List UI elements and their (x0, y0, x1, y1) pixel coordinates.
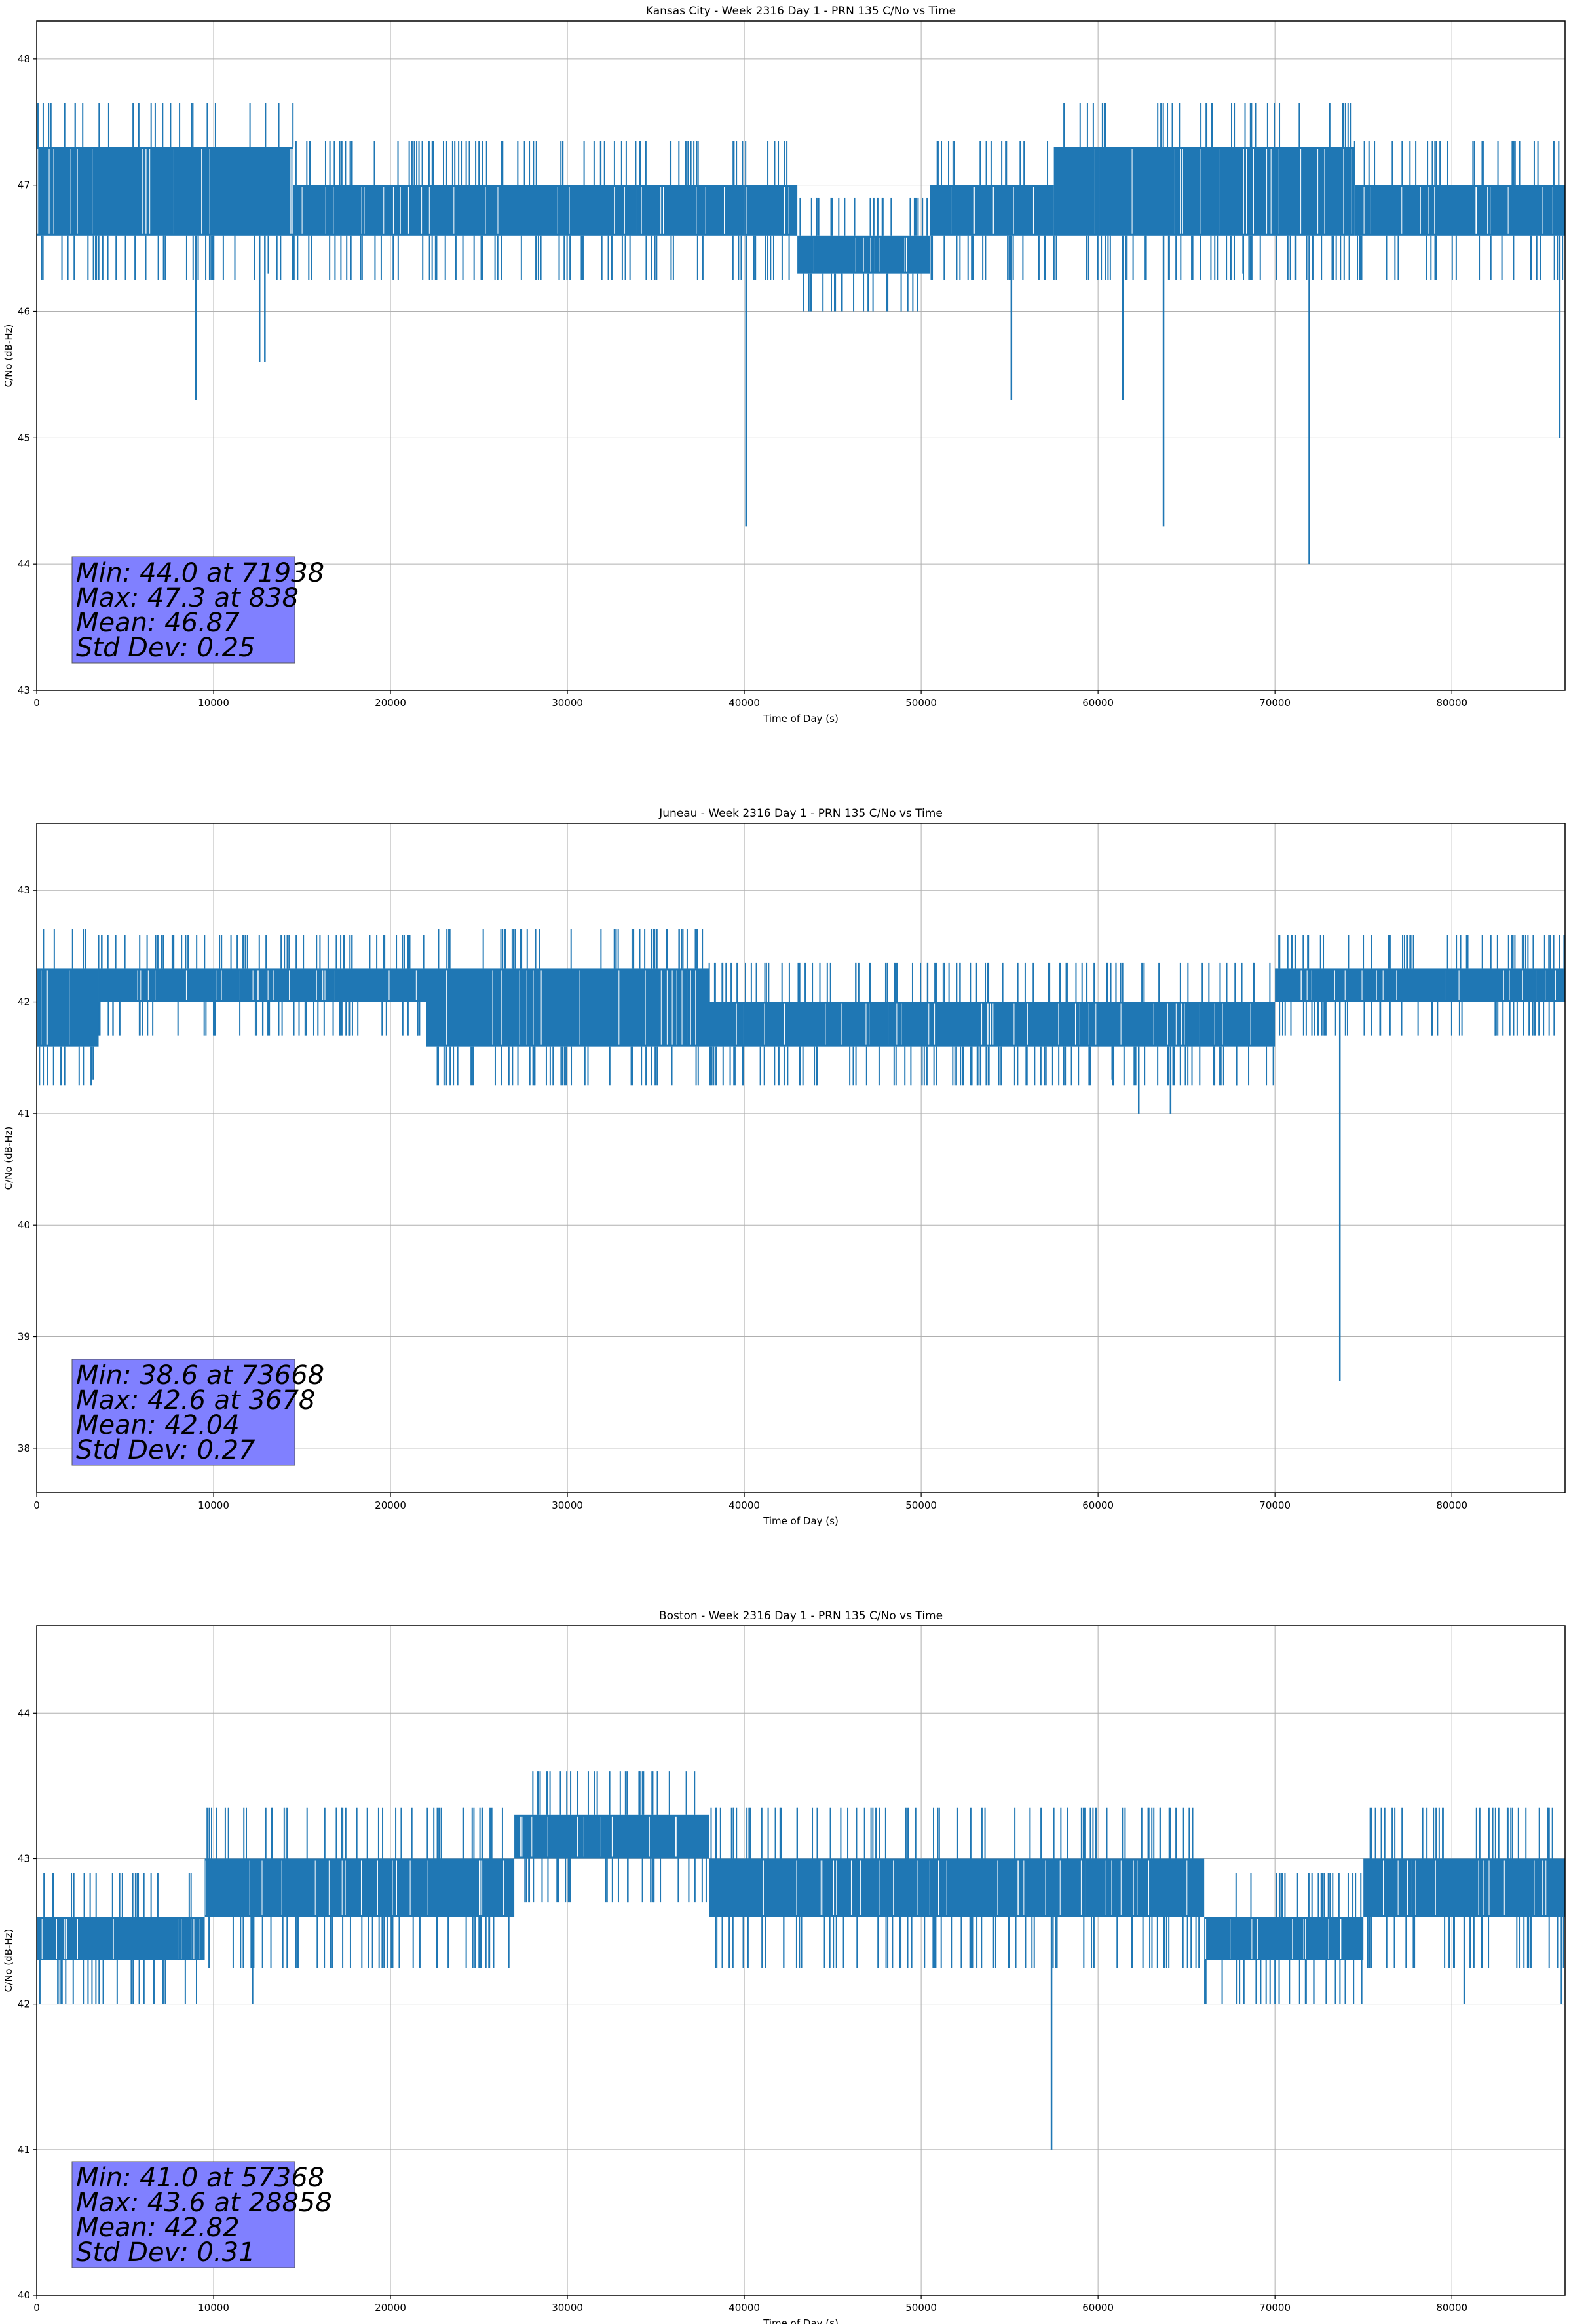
x-tick-label: 10000 (198, 697, 229, 709)
y-tick-label: 44 (18, 1707, 30, 1719)
y-tick-label: 41 (18, 1108, 30, 1119)
x-tick-label: 70000 (1259, 2302, 1291, 2314)
y-tick-label: 43 (18, 1852, 30, 1864)
plot-frame (36, 823, 1566, 1493)
x-tick-label: 60000 (1082, 1499, 1114, 1511)
series-band (293, 185, 745, 236)
x-tick-label: 80000 (1436, 1499, 1467, 1511)
y-tick-label: 45 (18, 432, 30, 443)
stats-box-background (71, 2161, 295, 2268)
series-band (98, 968, 426, 1002)
series-band (709, 1002, 1276, 1047)
y-axis-label: C/No (dB-Hz) (3, 1127, 14, 1190)
x-axis-label: Time of Day (s) (763, 713, 839, 724)
chart-title: Kansas City - Week 2316 Day 1 - PRN 135 … (646, 5, 956, 18)
x-tick-label: 70000 (1259, 697, 1291, 709)
x-tick-label: 30000 (552, 1499, 583, 1511)
y-tick-label: 47 (18, 179, 30, 191)
x-tick-label: 80000 (1436, 2302, 1467, 2314)
series-band (1275, 968, 1565, 1002)
series-band (514, 1814, 709, 1859)
y-axis-label: C/No (dB-Hz) (3, 324, 14, 388)
y-tick-label: 42 (18, 1998, 30, 2010)
stats-line: Min: 44.0 at 71938 (76, 558, 324, 588)
plot-frame (36, 20, 1566, 691)
series-band (37, 968, 99, 1047)
series-band (930, 185, 1054, 236)
y-tick-label: 40 (18, 1219, 30, 1231)
y-tick-label: 44 (18, 558, 30, 570)
series-band (426, 968, 709, 1047)
stats-line: Mean: 42.04 (76, 1410, 240, 1440)
x-tick-label: 50000 (905, 2302, 937, 2314)
chart-title: Boston - Week 2316 Day 1 - PRN 135 C/No … (659, 1609, 943, 1622)
series-band (204, 1858, 515, 1917)
x-tick-label: 80000 (1436, 697, 1467, 709)
x-tick-label: 0 (33, 1499, 40, 1511)
x-tick-label: 40000 (728, 1499, 760, 1511)
chart-boston: Boston - Week 2316 Day 1 - PRN 135 C/No … (3, 1609, 1566, 2324)
y-tick-label: 43 (18, 884, 30, 896)
stats-line: Mean: 42.82 (76, 2213, 240, 2243)
y-tick-label: 46 (18, 306, 30, 318)
x-tick-label: 20000 (375, 2302, 406, 2314)
x-tick-label: 50000 (905, 1499, 937, 1511)
stats-line: Mean: 46.87 (76, 608, 240, 638)
y-axis-label: C/No (dB-Hz) (3, 1929, 14, 1993)
x-tick-label: 20000 (375, 697, 406, 709)
y-tick-label: 43 (18, 684, 30, 696)
x-tick-label: 60000 (1082, 697, 1114, 709)
x-tick-label: 40000 (728, 697, 760, 709)
series-band (709, 1858, 1205, 1917)
series-band (1354, 185, 1565, 236)
x-tick-label: 0 (33, 697, 40, 709)
y-tick-label: 39 (18, 1331, 30, 1343)
x-axis-label: Time of Day (s) (763, 1515, 839, 1527)
stats-line: Max: 42.6 at 3678 (76, 1385, 315, 1415)
stats-line: Min: 41.0 at 57368 (76, 2163, 324, 2193)
chart-juneau: Juneau - Week 2316 Day 1 - PRN 135 C/No … (3, 807, 1566, 1527)
x-tick-label: 30000 (552, 2302, 583, 2314)
chart-kansas-city: Kansas City - Week 2316 Day 1 - PRN 135 … (3, 5, 1566, 724)
stats-box-background (71, 1359, 295, 1466)
series-band (744, 185, 798, 236)
stats-line: Min: 38.6 at 73668 (76, 1360, 324, 1391)
y-tick-label: 42 (18, 996, 30, 1008)
x-tick-label: 20000 (375, 1499, 406, 1511)
stats-line: Std Dev: 0.31 (76, 2238, 255, 2268)
y-tick-label: 41 (18, 2144, 30, 2156)
x-tick-label: 10000 (198, 2302, 229, 2314)
series-line (37, 929, 1565, 1381)
y-tick-label: 48 (18, 53, 30, 65)
series-band (37, 147, 293, 236)
series-band (37, 1917, 205, 1960)
stats-line: Max: 43.6 at 28858 (76, 2188, 332, 2218)
x-tick-label: 10000 (198, 1499, 229, 1511)
chart-title: Juneau - Week 2316 Day 1 - PRN 135 C/No … (658, 807, 943, 820)
stats-line: Max: 47.3 at 838 (76, 583, 299, 613)
x-tick-label: 70000 (1259, 1499, 1291, 1511)
x-axis-label: Time of Day (s) (763, 2317, 839, 2324)
stats-line: Std Dev: 0.25 (76, 633, 255, 663)
x-tick-label: 40000 (728, 2302, 760, 2314)
x-tick-label: 60000 (1082, 2302, 1114, 2314)
y-tick-label: 40 (18, 2289, 30, 2301)
x-tick-label: 50000 (905, 697, 937, 709)
plot-frame (36, 1625, 1566, 2296)
series-band (1363, 1858, 1565, 1917)
series-line (37, 1771, 1565, 2150)
stats-line: Std Dev: 0.27 (76, 1435, 255, 1465)
x-tick-label: 30000 (552, 697, 583, 709)
series-band (1053, 147, 1355, 236)
series-band (1204, 1917, 1364, 1960)
stats-box-background (71, 556, 295, 664)
x-tick-label: 0 (33, 2302, 40, 2314)
y-tick-label: 38 (18, 1442, 30, 1454)
series-line (37, 103, 1565, 565)
